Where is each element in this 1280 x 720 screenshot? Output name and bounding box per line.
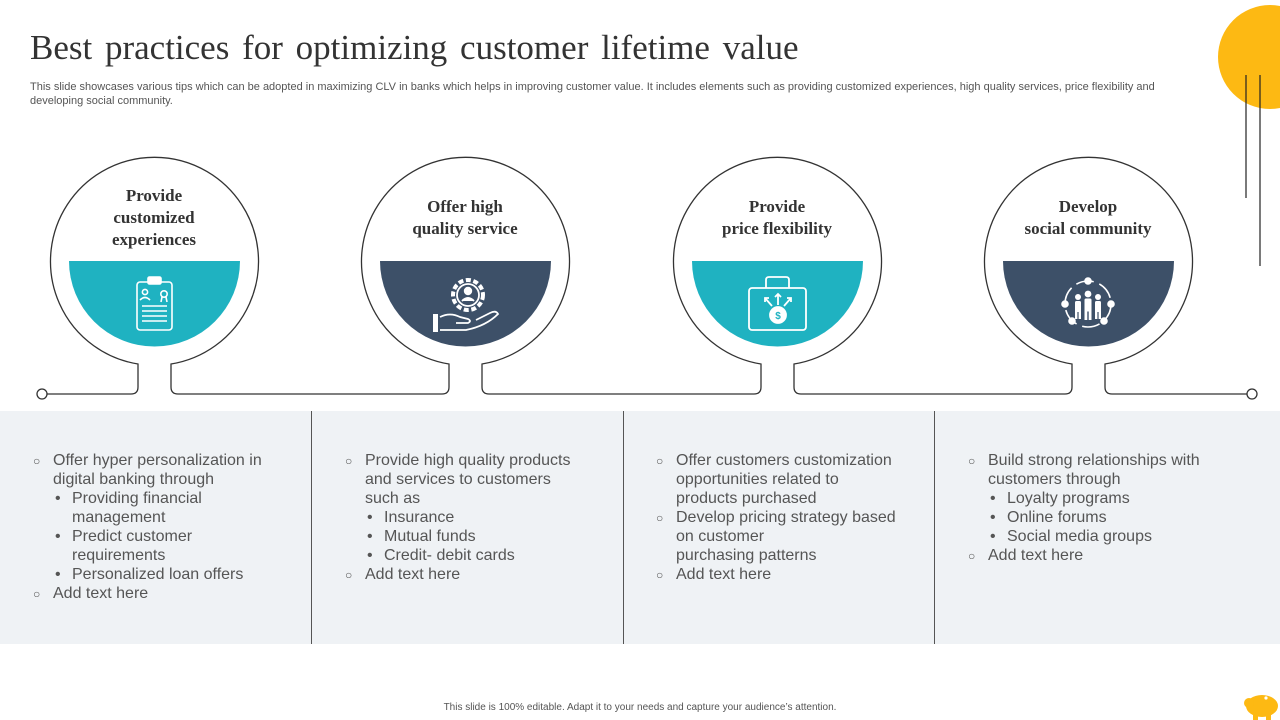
- yellow-circle-decoration: [1218, 5, 1280, 109]
- sub-list-item: Providing financial management: [53, 489, 311, 527]
- step-1-half-circle: [69, 261, 240, 347]
- clipboard-icon: [136, 276, 173, 331]
- step-3-points: Offer customers customization opportunit…: [656, 451, 934, 585]
- step-2-title: Offer high quality service: [365, 196, 565, 240]
- step-2-column: Provide high quality products and servic…: [311, 411, 623, 644]
- point-text-line: Build strong relationships with: [988, 452, 1200, 469]
- point-text-line: on customer: [676, 528, 765, 545]
- point-text-line: Develop pricing strategy based: [676, 509, 896, 526]
- step-2-title-line-1: Offer high: [427, 197, 503, 216]
- steps-svg: $: [36, 156, 1258, 400]
- sub-list-item: Loyalty programs: [988, 489, 1280, 508]
- sub-list-item: Social media groups: [988, 527, 1280, 546]
- sub-text-line: Predict customer: [72, 528, 193, 545]
- community-network-icon: [1061, 277, 1115, 328]
- step-4-column: Build strong relationships with customer…: [934, 411, 1280, 644]
- page-subtitle: This slide showcases various tips which …: [30, 81, 1155, 107]
- point-text-line: and services to customers: [365, 471, 551, 488]
- list-item: Add text here: [345, 565, 623, 585]
- step-2-points: Provide high quality products and servic…: [345, 451, 623, 585]
- content-panel: Offer hyper personalization in digital b…: [0, 411, 1280, 644]
- step-3-column: Offer customers customization opportunit…: [623, 411, 934, 644]
- list-item: Add text here: [656, 565, 934, 585]
- step-2-title-line-2: quality service: [412, 219, 518, 238]
- point-text-line: Add text here: [365, 566, 461, 583]
- sub-text-line: Social media groups: [1007, 528, 1152, 545]
- step-4-title: Develop social community: [988, 196, 1188, 240]
- step-1-title-line-3: experiences: [111, 230, 197, 249]
- point-text-line: customers through: [988, 471, 1121, 488]
- step-1-column: Offer hyper personalization in digital b…: [0, 411, 311, 644]
- point-text-line: Provide high quality products: [365, 452, 571, 469]
- steps-diagram: $: [0, 140, 1280, 410]
- timeline-end-dot: [1246, 388, 1258, 400]
- sub-text-line: Personalized loan offers: [72, 566, 244, 583]
- step-1-title-line-1: Provide: [125, 186, 183, 205]
- step-4-title-line-1: Develop: [1058, 197, 1118, 216]
- piggy-bank-icon: [1244, 695, 1278, 720]
- sub-list: Providing financial management Predict c…: [53, 489, 311, 584]
- sub-list-item: Mutual funds: [365, 527, 623, 546]
- footer-note: This slide is 100% editable. Adapt it to…: [443, 702, 837, 713]
- point-text-line: Offer customers customization: [676, 452, 892, 469]
- point-text-line: Add text here: [988, 547, 1084, 564]
- step-4-title-line-2: social community: [1024, 219, 1152, 238]
- step-4-points: Build strong relationships with customer…: [968, 451, 1280, 566]
- sub-text-line: Loyalty programs: [1007, 490, 1130, 507]
- sub-list-item: Personalized loan offers: [53, 565, 311, 584]
- sub-list-item: Predict customer requirements: [53, 527, 311, 565]
- sub-list-item: Credit- debit cards: [365, 546, 623, 565]
- point-text-line: Add text here: [53, 585, 149, 602]
- sub-list-item: Online forums: [988, 508, 1280, 527]
- step-1-title: Provide customized experiences: [54, 185, 254, 251]
- list-item: Add text here: [33, 584, 311, 604]
- svg-text:$: $: [775, 311, 781, 322]
- point-text-line: Offer hyper personalization in: [53, 452, 262, 469]
- point-text-line: Add text here: [676, 566, 772, 583]
- point-text-line: products purchased: [676, 490, 817, 507]
- sub-list: Insurance Mutual funds Credit- debit car…: [365, 508, 623, 565]
- step-1-title-line-2: customized: [113, 208, 195, 227]
- point-text-line: digital banking through: [53, 471, 215, 488]
- page-title: Best practices for optimizing customer l…: [30, 28, 799, 67]
- list-item: Offer hyper personalization in digital b…: [33, 451, 311, 584]
- gear-hand-icon: [433, 278, 500, 332]
- sub-list: Loyalty programs Online forums Social me…: [988, 489, 1280, 546]
- point-text-line: purchasing patterns: [676, 547, 817, 564]
- sub-text-line: Insurance: [384, 509, 455, 526]
- step-2-half-circle: [380, 261, 551, 347]
- point-text-line: opportunities related to: [676, 471, 839, 488]
- list-item: Build strong relationships with customer…: [968, 451, 1280, 546]
- sub-text-line: Mutual funds: [384, 528, 476, 545]
- step-3-title: Provide price flexibility: [677, 196, 877, 240]
- sub-list-item: Insurance: [365, 508, 623, 527]
- list-item: Provide high quality products and servic…: [345, 451, 623, 565]
- step-1-points: Offer hyper personalization in digital b…: [33, 451, 311, 604]
- sub-text-line: management: [72, 509, 166, 526]
- list-item: Add text here: [968, 546, 1280, 566]
- step-3-title-line-2: price flexibility: [721, 219, 832, 238]
- sub-text-line: requirements: [72, 547, 166, 564]
- sub-text-line: Online forums: [1007, 509, 1107, 526]
- list-item: Offer customers customization opportunit…: [656, 451, 934, 508]
- list-item: Develop pricing strategy based on custom…: [656, 508, 934, 565]
- timeline-start-dot: [36, 388, 48, 400]
- timeline-connector: [42, 156, 1252, 395]
- step-3-title-line-1: Provide: [748, 197, 806, 216]
- sub-text-line: Credit- debit cards: [384, 547, 515, 564]
- money-briefcase-icon: $: [748, 276, 807, 331]
- sub-text-line: Providing financial: [72, 490, 202, 507]
- point-text-line: such as: [365, 490, 421, 507]
